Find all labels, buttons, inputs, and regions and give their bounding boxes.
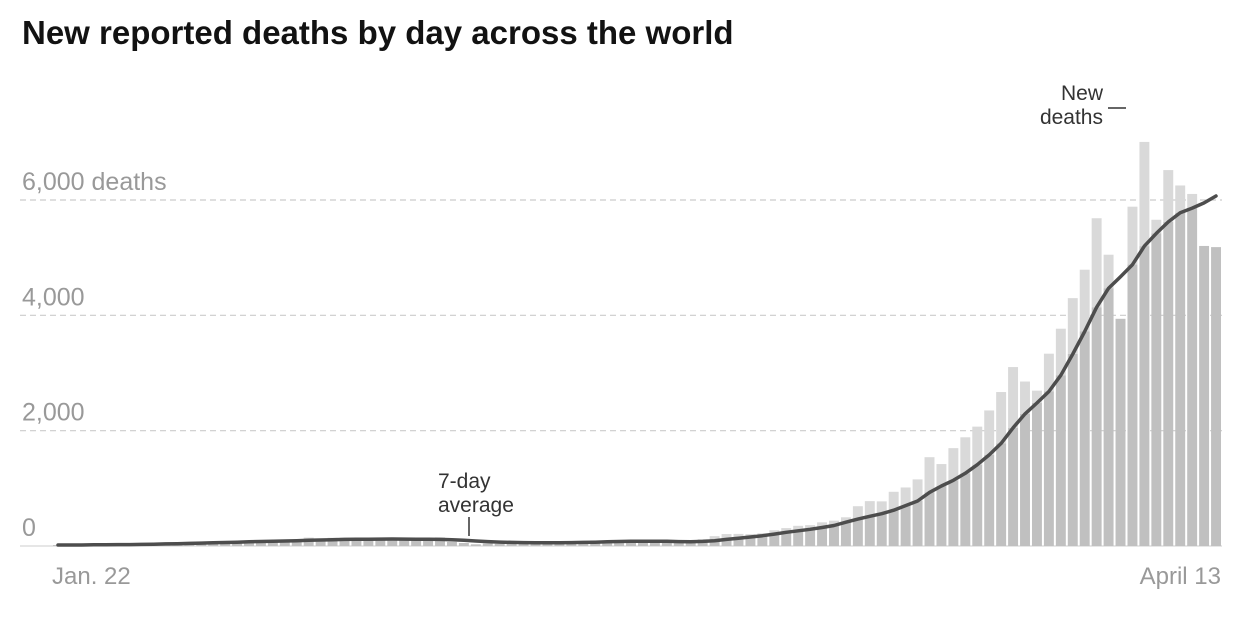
bar-overlap-day-63 <box>793 531 803 546</box>
bar-overlap-day-76 <box>948 480 958 546</box>
bar-day-78 <box>972 427 982 465</box>
bar-overlap-day-75 <box>936 486 946 546</box>
bar-overlap-day-96 <box>1187 208 1197 546</box>
bar-day-79 <box>984 410 994 454</box>
bar-overlap-day-93 <box>1151 233 1161 546</box>
bar-overlap-day-90 <box>1116 319 1126 546</box>
bar-overlap-day-81 <box>1008 428 1018 546</box>
bar-overlap-day-35 <box>459 543 469 546</box>
bar-overlap-day-65 <box>817 528 827 546</box>
bar-overlap-day-68 <box>853 519 863 546</box>
bar-overlap-day-66 <box>829 526 839 546</box>
seven-day-average-line <box>58 196 1216 545</box>
bar-overlap-day-32 <box>423 540 433 546</box>
y-axis-ticks: 0 2,000 4,000 6,000 deaths <box>22 168 167 542</box>
bar-overlap-day-83 <box>1032 403 1042 546</box>
bar-overlap-day-97 <box>1199 246 1209 546</box>
bar-overlap-day-98 <box>1211 247 1221 546</box>
y-tick-label-6000: 6,000 deaths <box>22 168 167 196</box>
bar-overlap-day-94 <box>1163 222 1173 546</box>
bar-overlap-day-72 <box>901 506 911 546</box>
bar-day-74 <box>925 457 935 492</box>
bar-overlap-day-82 <box>1020 414 1030 546</box>
bar-overlap-day-92 <box>1139 246 1149 546</box>
bar-overlap-day-85 <box>1056 375 1066 546</box>
x-tick-first: Jan. 22 <box>52 563 131 590</box>
bar-overlap-day-71 <box>889 510 899 546</box>
bar-day-95 <box>1175 185 1185 212</box>
bar-overlap-day-27 <box>363 540 373 546</box>
bar-day-76 <box>948 448 958 480</box>
bar-overlap-day-77 <box>960 473 970 546</box>
bar-overlap-day-78 <box>972 465 982 546</box>
bars <box>53 142 1221 546</box>
y-tick-label-4000: 4,000 <box>22 283 85 311</box>
bar-overlap-day-34 <box>447 542 457 546</box>
annotation-average-line1: 7-day <box>438 470 491 493</box>
y-tick-label-0: 0 <box>22 514 36 542</box>
bar-day-94 <box>1163 170 1173 222</box>
bar-overlap-day-74 <box>925 492 935 546</box>
bar-day-91 <box>1127 207 1137 265</box>
bar-day-80 <box>996 392 1006 443</box>
bar-overlap-day-86 <box>1068 354 1078 546</box>
bar-overlap-day-95 <box>1175 213 1185 546</box>
bar-overlap-day-69 <box>865 516 875 546</box>
bar-overlap-day-64 <box>805 529 815 546</box>
bar-day-77 <box>960 437 970 473</box>
annotation-new-deaths-line1: New <box>1061 82 1104 105</box>
x-tick-last: April 13 <box>1140 563 1221 590</box>
bar-overlap-day-91 <box>1127 265 1137 546</box>
bar-overlap-day-89 <box>1104 288 1114 546</box>
bar-overlap-day-88 <box>1092 307 1102 546</box>
chart-title: New reported deaths by day across the wo… <box>22 14 734 51</box>
bar-day-81 <box>1008 367 1018 428</box>
bar-day-92 <box>1139 142 1149 246</box>
bar-overlap-day-70 <box>877 514 887 546</box>
bar-overlap-day-67 <box>841 522 851 546</box>
bar-overlap-day-73 <box>913 501 923 546</box>
average-line-group <box>58 196 1216 545</box>
bar-overlap-day-84 <box>1044 391 1054 546</box>
bar-overlap-day-80 <box>996 443 1006 546</box>
bar-overlap-day-36 <box>471 544 481 546</box>
bar-overlap-day-39 <box>507 544 517 546</box>
bar-overlap-day-38 <box>495 544 505 546</box>
bar-overlap-day-79 <box>984 455 994 546</box>
bar-overlap-day-37 <box>483 543 493 546</box>
annotation-new-deaths-line2: deaths <box>1040 106 1103 129</box>
y-tick-label-2000: 2,000 <box>22 399 85 427</box>
bar-overlap-day-87 <box>1080 331 1090 546</box>
bar-day-88 <box>1092 218 1102 307</box>
bar-overlap-day-51 <box>650 543 660 546</box>
annotation-average-line2: average <box>438 494 514 517</box>
